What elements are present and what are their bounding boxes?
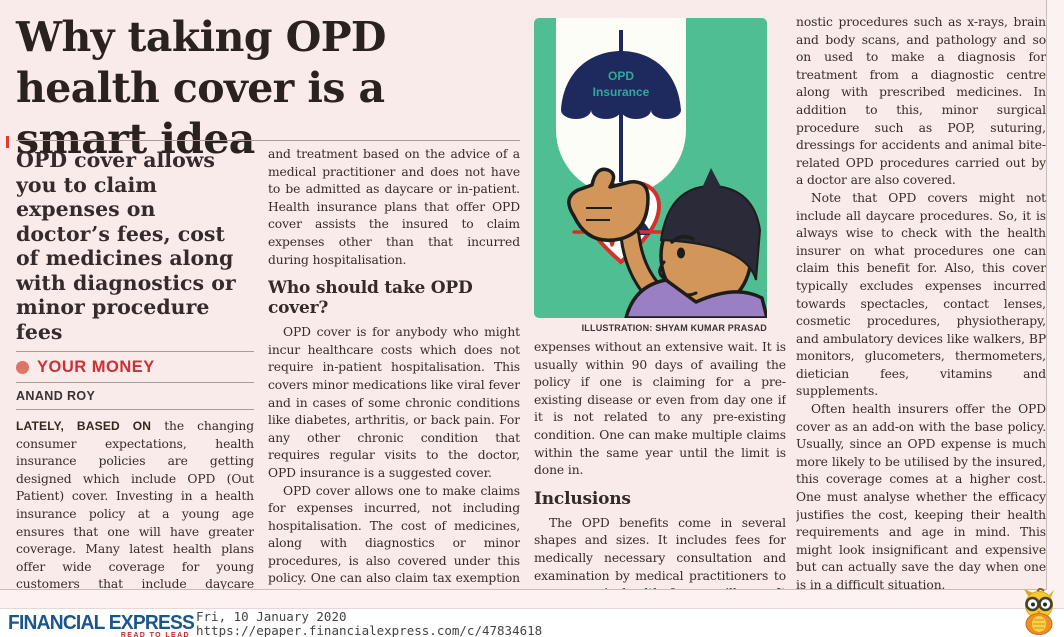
illustration-credit: ILLUSTRATION: SHYAM KUMAR PRASAD [581, 323, 767, 333]
financial-express-logo: FINANCIAL EXPRESS READ TO LEAD [8, 612, 195, 637]
newspaper-clipping: Why taking OPD health cover is a smart i… [0, 0, 1047, 590]
paragraph: Often health insurers offer the OPD cove… [796, 402, 1046, 590]
column-4: nostic procedures such as x-rays, brain … [796, 14, 1046, 590]
subheading: Who should take OPD cover? [268, 278, 473, 319]
headline-rule [16, 140, 520, 141]
divider [16, 382, 254, 383]
lead-in-text: LATELY, BASED ON [16, 419, 152, 433]
divider [16, 351, 254, 352]
bullet-icon [16, 361, 29, 374]
section-label-text: YOUR MONEY [37, 358, 155, 376]
clipping-url-link[interactable]: https://epaper.financialexpress.com/c/47… [196, 622, 543, 637]
umbrella-label-line1: OPD [608, 69, 634, 83]
brand-name: FINANCIAL EXPRESS [8, 612, 195, 634]
article-illustration: OPD Insurance [534, 18, 767, 318]
epaper-footer-bar: FINANCIAL EXPRESS READ TO LEAD Fri, 10 J… [0, 608, 1064, 637]
column-1-body: LATELY, BASED ON the changing consumer e… [16, 418, 254, 590]
column-2: and treatment based on the advice of a m… [268, 146, 520, 589]
owl-mascot-icon[interactable] [1016, 588, 1062, 635]
paragraph: Note that OPD covers might not include a… [796, 190, 1046, 399]
paragraph: OPD cover allows one to make claims for … [268, 483, 520, 586]
section-label: YOUR MONEY [16, 352, 254, 382]
umbrella-label-line2: Insurance [593, 85, 650, 99]
standfirst: OPD cover allows you to claim expenses o… [16, 148, 236, 344]
paragraph-text: the changing consumer expectations, heal… [16, 419, 254, 590]
opd-insurance-illustration-image: OPD Insurance [534, 18, 767, 318]
column-1: OPD cover allows you to claim expenses o… [16, 148, 254, 590]
subheading: Inclusions [534, 488, 631, 509]
divider [16, 409, 254, 410]
article-headline: Why taking OPD health cover is a smart i… [16, 13, 386, 163]
paragraph: OPD cover is for anybody who might incur… [268, 325, 520, 480]
paragraph: and treatment based on the advice of a m… [268, 147, 520, 267]
clipping-date: Fri, 10 January 2020 [196, 609, 347, 624]
paragraph: nostic procedures such as x-rays, brain … [796, 15, 1046, 188]
brand-tagline: READ TO LEAD [120, 632, 190, 637]
paragraph: expenses without an extensive wait. It i… [534, 340, 786, 478]
clip-edge-mark [6, 136, 9, 148]
paragraph: LATELY, BASED ON the changing consumer e… [16, 418, 254, 590]
clipping-dateline: Fri, 10 January 2020 https://epaper.fina… [196, 610, 542, 637]
column-3: OPD Insurance [534, 18, 786, 589]
paragraph: The OPD benefits come in several shapes … [534, 515, 786, 589]
author-name: ANAND ROY [16, 389, 96, 403]
